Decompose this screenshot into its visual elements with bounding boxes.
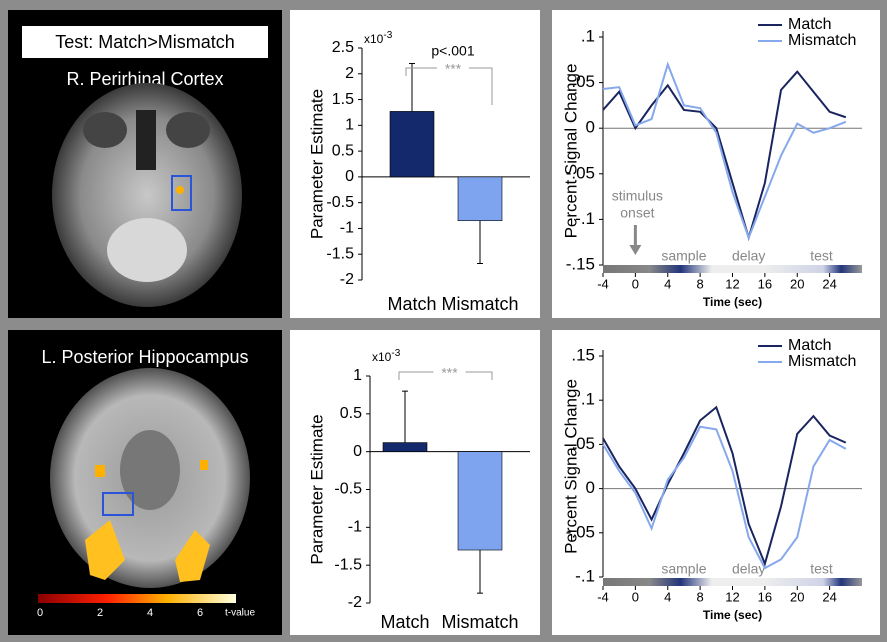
multiplier-exponent: -3 [383, 30, 392, 41]
brain-feature [136, 110, 156, 170]
y-tick-label: 0.5 [332, 142, 354, 159]
x-axis-label: Time (sec) [703, 608, 762, 622]
y-tick-label: 0 [345, 168, 354, 185]
figure: Test: Match>Mismatch R. Perirhinal Corte… [0, 0, 887, 642]
y-axis-label: Parameter Estimate [307, 89, 326, 239]
multiplier-base: x10 [364, 32, 384, 46]
x-axis-label: Time (sec) [703, 295, 762, 309]
colorbar [38, 594, 236, 603]
bar [458, 452, 502, 550]
bar [390, 111, 434, 176]
significance-label: *** [445, 61, 462, 77]
y-tick-label: -1.5 [326, 245, 354, 262]
panel-header: Test: Match>Mismatch [55, 32, 235, 52]
colorbar-title: t-value [225, 608, 255, 619]
y-tick-label: 0 [353, 443, 362, 460]
x-tick-label: 24 [822, 589, 836, 604]
legend-label: Match [788, 337, 832, 354]
x-tick-label: 4 [664, 276, 671, 291]
colorbar-tick: 4 [147, 607, 153, 619]
multiplier-base: x10 [372, 350, 392, 364]
annotation: onset [620, 205, 654, 221]
phase-label: sample [661, 248, 706, 264]
category-label: Mismatch [441, 294, 518, 314]
legend-label: Mismatch [788, 32, 856, 49]
y-tick-label: -2 [340, 271, 354, 288]
y-tick-label: .1 [581, 390, 595, 409]
colorbar-tick: 2 [97, 607, 103, 619]
y-tick-label: -.1 [575, 566, 595, 585]
y-tick-label: -2 [348, 594, 362, 611]
phase-label: delay [732, 248, 765, 264]
brain-feature [107, 218, 187, 282]
activation-blob [200, 460, 208, 470]
y-tick-label: 0.5 [340, 405, 362, 422]
phase-label: test [810, 248, 833, 264]
category-label: Mismatch [441, 612, 518, 632]
y-tick-label: -0.5 [326, 194, 354, 211]
x-tick-label: 8 [697, 276, 704, 291]
y-tick-label: 1.5 [332, 91, 354, 108]
brain-feature [166, 112, 210, 148]
x-tick-label: 0 [632, 276, 639, 291]
trial-timeline [603, 578, 862, 586]
x-tick-label: 8 [697, 589, 704, 604]
y-tick-label: -1 [348, 519, 362, 536]
brain-feature [83, 112, 127, 148]
y-axis-label: Parameter Estimate [307, 414, 326, 564]
y-tick-label: 0 [586, 118, 595, 137]
x-tick-label: -4 [597, 276, 609, 291]
x-tick-label: 24 [822, 276, 836, 291]
multiplier-exponent: -3 [391, 348, 400, 359]
brain-feature [120, 430, 180, 510]
y-tick-label: 1 [353, 367, 362, 384]
legend-label: Mismatch [788, 353, 856, 370]
activation-blob [176, 186, 184, 194]
chart-panel [290, 330, 540, 635]
phase-label: sample [661, 561, 706, 577]
y-axis-label: Percent Signal Change [561, 64, 580, 239]
annotation: stimulus [612, 188, 663, 204]
phase-label: delay [732, 561, 765, 577]
y-tick-label: -.15 [566, 254, 595, 273]
x-tick-label: -4 [597, 589, 609, 604]
y-tick-label: -1 [340, 220, 354, 237]
region-label: L. Posterior Hippocampus [41, 347, 248, 367]
colorbar-tick: 0 [37, 607, 43, 619]
x-tick-label: 20 [790, 276, 804, 291]
y-tick-label: -1.5 [334, 556, 362, 573]
y-axis-label: Percent Signal Change [561, 379, 580, 554]
legend-label: Match [788, 16, 832, 33]
x-tick-label: 0 [632, 589, 639, 604]
y-tick-label: 1 [345, 117, 354, 134]
category-label: Match [387, 294, 436, 314]
y-tick-label: 2.5 [332, 39, 354, 56]
category-label: Match [380, 612, 429, 632]
y-tick-label: .15 [571, 345, 595, 364]
x-tick-label: 4 [664, 589, 671, 604]
x-tick-label: 16 [758, 589, 772, 604]
x-tick-label: 20 [790, 589, 804, 604]
significance-label: *** [441, 365, 458, 381]
trial-timeline [603, 265, 862, 273]
y-tick-label: .1 [581, 26, 595, 45]
bar [458, 177, 502, 221]
y-tick-label: -0.5 [334, 481, 362, 498]
x-tick-label: 12 [725, 276, 739, 291]
x-tick-label: 12 [725, 589, 739, 604]
p-value-label: p<.001 [431, 43, 474, 59]
colorbar-tick: 6 [197, 607, 203, 619]
x-tick-label: 16 [758, 276, 772, 291]
bar [383, 443, 427, 452]
activation-blob [95, 465, 105, 477]
phase-label: test [810, 561, 833, 577]
y-tick-label: 2 [345, 65, 354, 82]
y-tick-label: 0 [586, 478, 595, 497]
